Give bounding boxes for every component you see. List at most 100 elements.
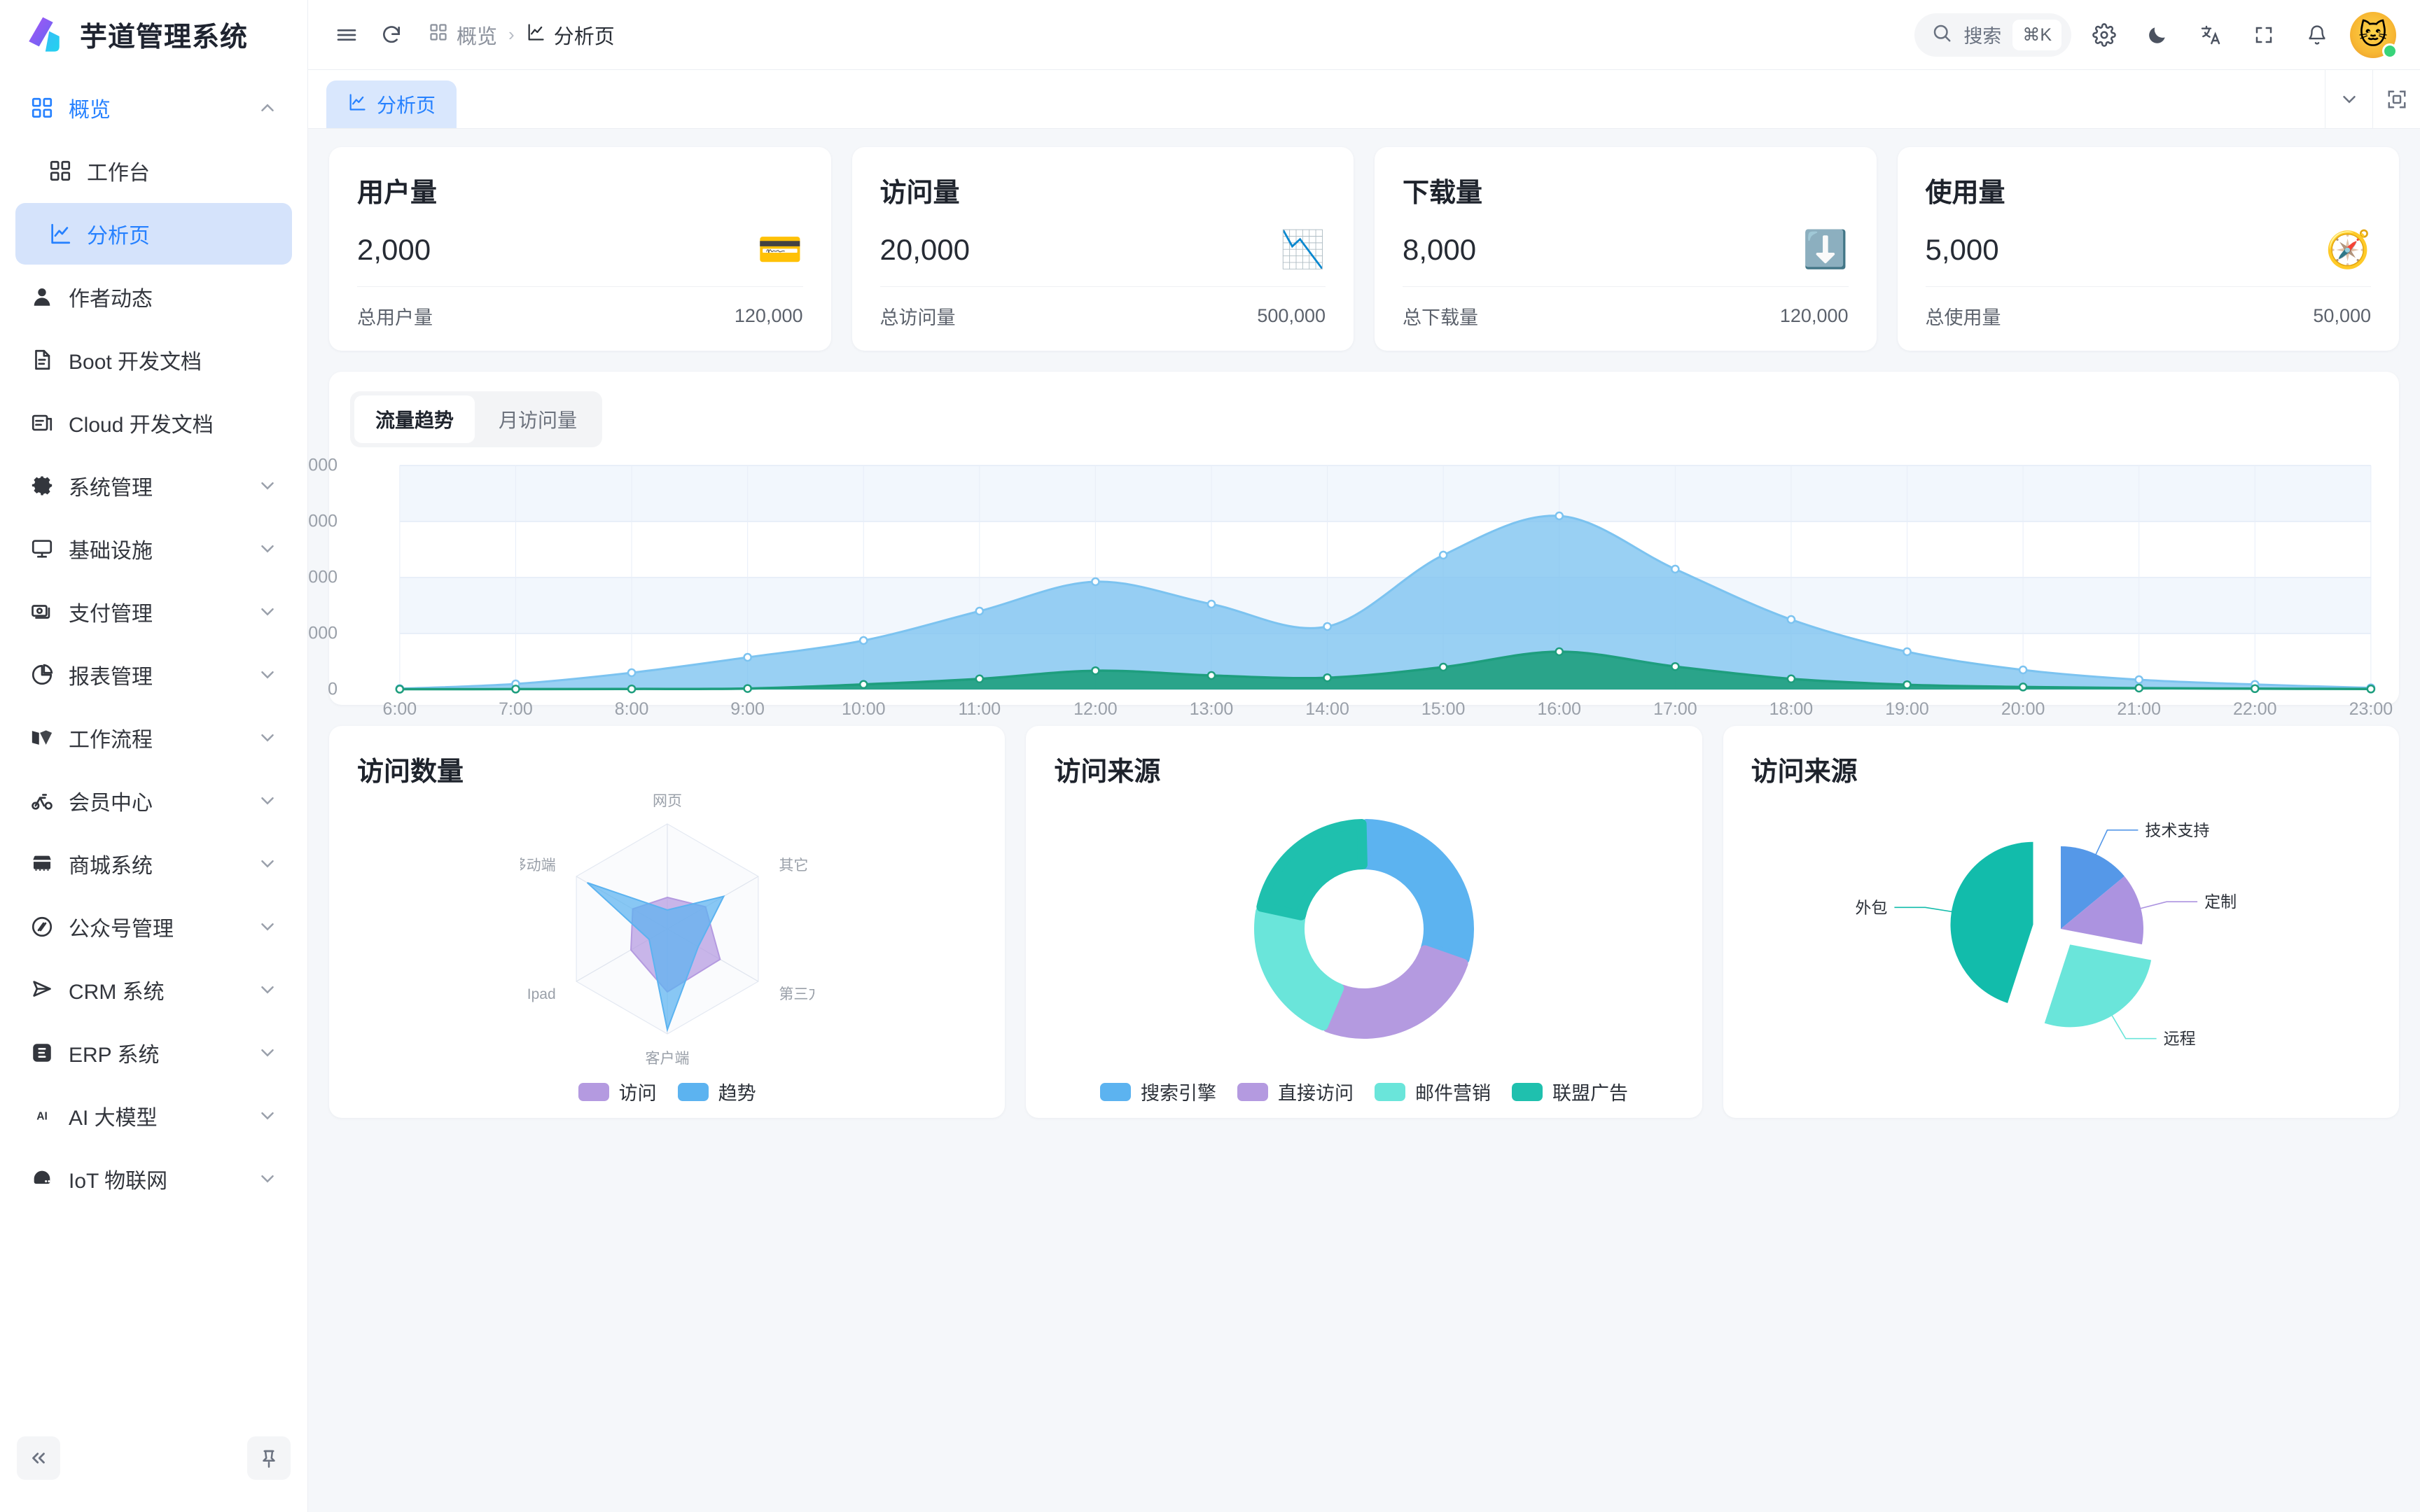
member-icon <box>29 788 55 813</box>
brand-logo-icon <box>24 15 64 55</box>
stat-icon: 🧭 <box>2325 230 2371 270</box>
chevron-down-icon[interactable] <box>257 538 278 559</box>
sidebar-item-15[interactable]: ERP 系统 <box>15 1022 292 1084</box>
legend-item[interactable]: 趋势 <box>677 1078 756 1105</box>
chevron-up-icon[interactable] <box>257 97 278 118</box>
pie-chart[interactable]: 技术支持 定制 远程 外包 <box>1723 803 2399 1055</box>
tab-list: 分析页 <box>308 70 2325 128</box>
stat-footer-label: 总下载量 <box>1403 307 1478 328</box>
donut-chart-card: 访问来源 搜索引擎 直接访问 邮件营销 联盟广告 <box>1026 726 1702 1118</box>
chevron-down-icon[interactable] <box>257 916 278 937</box>
sidebar-item-11[interactable]: 会员中心 <box>15 770 292 832</box>
sidebar-item-8[interactable]: 支付管理 <box>15 581 292 643</box>
chevron-down-icon[interactable] <box>257 853 278 874</box>
stat-card-2: 下载量 8,000 ⬇️ 总下载量 120,000 <box>1375 147 1877 351</box>
search-icon <box>1931 22 1952 47</box>
radar-legend: 访问 趋势 <box>329 1078 1005 1105</box>
user-icon <box>29 284 55 309</box>
stat-title: 访问量 <box>879 178 960 208</box>
sidebar-item-14[interactable]: CRM 系统 <box>15 959 292 1021</box>
sidebar-item-0[interactable]: 概览 <box>15 77 292 139</box>
chevron-down-icon[interactable] <box>257 790 278 811</box>
sidebar-item-10[interactable]: 工作流程 <box>15 707 292 769</box>
refresh-icon[interactable] <box>371 15 412 55</box>
chevron-down-icon[interactable] <box>257 1105 278 1126</box>
sidebar-item-6[interactable]: 系统管理 <box>15 455 292 517</box>
sidebar-collapse-button[interactable] <box>17 1436 60 1480</box>
legend-label: 联盟广告 <box>1552 1083 1628 1104</box>
fullscreen-icon[interactable] <box>2244 15 2284 55</box>
sidebar-item-label: 商城系统 <box>69 855 153 878</box>
avatar[interactable]: 🐱 <box>2350 11 2398 59</box>
legend-label: 访问 <box>618 1083 657 1104</box>
stat-card-0: 用户量 2,000 💳 总用户量 120,000 <box>329 147 831 351</box>
sidebar-item-5[interactable]: Cloud 开发文档 <box>15 392 292 454</box>
chevron-down-icon[interactable] <box>257 601 278 622</box>
chevron-down-icon[interactable] <box>2325 70 2372 128</box>
grid-icon <box>429 22 448 48</box>
sidebar-item-9[interactable]: 报表管理 <box>15 644 292 706</box>
breadcrumb-label: 概览 <box>457 25 498 48</box>
sidebar-pin-button[interactable] <box>247 1436 291 1480</box>
payment-icon <box>29 599 55 624</box>
svg-text:第三方: 第三方 <box>779 986 814 1002</box>
erp-icon <box>29 1040 55 1065</box>
breadcrumb-item-analysis[interactable]: 分析页 <box>526 20 615 50</box>
chevron-down-icon[interactable] <box>257 664 278 685</box>
chevron-down-icon[interactable] <box>257 979 278 1000</box>
sidebar-item-2[interactable]: 分析页 <box>15 203 292 265</box>
topbar-actions: 搜索 ⌘K 🐱 <box>1914 11 2398 59</box>
divider <box>1925 286 2371 287</box>
sidebar-item-1[interactable]: 工作台 <box>15 140 292 202</box>
stat-card-3: 使用量 5,000 🧭 总使用量 50,000 <box>1897 147 2399 351</box>
sidebar-item-13[interactable]: 公众号管理 <box>15 896 292 958</box>
chevron-down-icon[interactable] <box>257 727 278 748</box>
bell-icon[interactable] <box>2297 15 2337 55</box>
legend-item[interactable]: 直接访问 <box>1237 1078 1354 1105</box>
search-input[interactable]: 搜索 ⌘K <box>1914 13 2071 57</box>
stat-title: 用户量 <box>357 178 438 208</box>
translate-icon[interactable] <box>2190 15 2231 55</box>
stat-footer-value: 50,000 <box>2313 305 2371 326</box>
tab-analysis[interactable]: 分析页 <box>326 80 457 128</box>
chevron-down-icon[interactable] <box>257 475 278 496</box>
sidebar-item-3[interactable]: 作者动态 <box>15 266 292 328</box>
card-title: 访问数量 <box>357 757 464 787</box>
hamburger-icon[interactable] <box>326 15 367 55</box>
sidebar-item-4[interactable]: Boot 开发文档 <box>15 329 292 391</box>
cloud-doc-icon <box>29 410 55 435</box>
settings-icon[interactable] <box>2084 15 2125 55</box>
chevron-down-icon[interactable] <box>257 1042 278 1063</box>
stat-title: 使用量 <box>1925 178 2005 208</box>
bottom-chart-row: 访问数量 网页其它第三方客户端 Ipad 移动端 访问 趋势 访问来源 搜索引擎 直… <box>329 726 2399 1118</box>
x-axis-tick: 23:00 <box>2349 699 2393 719</box>
y-axis-tick: 0 <box>328 679 338 699</box>
legend-item[interactable]: 访问 <box>578 1078 657 1105</box>
legend-item[interactable]: 搜索引擎 <box>1099 1078 1216 1105</box>
stat-footer-label: 总使用量 <box>1925 307 2001 328</box>
legend-label: 搜索引擎 <box>1140 1083 1216 1104</box>
donut-chart[interactable] <box>1026 803 1702 1055</box>
dark-mode-icon[interactable] <box>2137 15 2178 55</box>
grid-icon <box>48 158 73 183</box>
sidebar-item-7[interactable]: 基础设施 <box>15 518 292 580</box>
divider <box>357 286 803 287</box>
sidebar-item-12[interactable]: 商城系统 <box>15 833 292 895</box>
trend-tab-monthly[interactable]: 月访问量 <box>499 410 578 431</box>
chevron-down-icon[interactable] <box>257 1168 278 1189</box>
sidebar-item-17[interactable]: IoT 物联网 <box>15 1148 292 1210</box>
sidebar-item-label: ERP 系统 <box>69 1044 160 1067</box>
stat-footer-value: 500,000 <box>1257 305 1326 326</box>
radar-chart[interactable]: 网页其它第三方客户端 Ipad 移动端 <box>329 793 1005 1067</box>
legend-item[interactable]: 邮件营销 <box>1374 1078 1491 1105</box>
legend-item[interactable]: 联盟广告 <box>1511 1078 1628 1105</box>
trend-tab-traffic[interactable]: 流量趋势 <box>354 396 475 443</box>
maximize-icon[interactable] <box>2372 70 2420 128</box>
legend-label: 邮件营销 <box>1414 1083 1491 1104</box>
topbar: 概览 › 分析页 搜索 ⌘K <box>308 0 2420 70</box>
breadcrumb-item-overview[interactable]: 概览 <box>429 20 497 50</box>
legend-swatch <box>578 1082 609 1101</box>
brand[interactable]: 芋道管理系统 <box>0 0 307 70</box>
card-title: 访问来源 <box>1054 757 1161 787</box>
sidebar-item-16[interactable]: AI AI 大模型 <box>15 1085 292 1147</box>
